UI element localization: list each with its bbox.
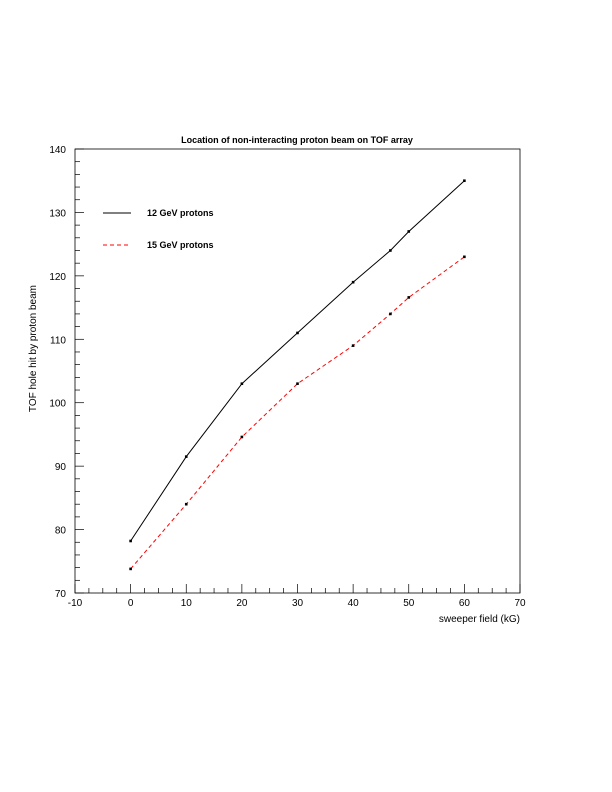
legend-label-1: 12 GeV protons (147, 208, 214, 218)
x-axis-label: sweeper field (kG) (439, 614, 520, 625)
data-point (351, 344, 355, 347)
data-point (129, 567, 132, 571)
plot-frame (74, 148, 521, 594)
series-line-1 (130, 180, 465, 542)
x-axis-ticks: -10 0 10 20 30 40 50 60 70 (68, 584, 526, 609)
chart-title: Location of non-interacting proton beam … (181, 135, 413, 145)
y-tick-label: 130 (49, 208, 66, 219)
data-point (463, 255, 466, 259)
x-tick-label: 40 (348, 598, 360, 609)
y-axis-label: TOF hole hit by proton beam (28, 285, 39, 412)
data-point (240, 435, 244, 439)
x-tick-label: 10 (181, 598, 193, 609)
x-tick-label: 70 (514, 598, 526, 609)
y-tick-label: 90 (55, 462, 67, 473)
data-point (463, 179, 466, 183)
series-layer (129, 179, 466, 571)
data-point (389, 249, 392, 252)
legend-label-2: 15 GeV protons (147, 240, 214, 250)
x-tick-label: 50 (403, 598, 415, 609)
data-point (184, 502, 188, 506)
series-line-2 (130, 256, 465, 570)
data-point (351, 280, 355, 284)
x-tick-label: 30 (292, 598, 304, 609)
data-point (184, 455, 188, 458)
data-point (407, 230, 411, 233)
data-point (389, 312, 392, 316)
data-point (240, 382, 244, 385)
data-point (296, 382, 299, 385)
legend: 12 GeV protons 15 GeV protons (103, 208, 214, 250)
y-tick-label: 120 (49, 272, 66, 283)
x-tick-label: 0 (128, 598, 134, 609)
y-axis-ticks: 70 80 90 100 110 120 130 140 (49, 145, 84, 600)
data-point (296, 331, 299, 335)
x-tick-label: 20 (236, 598, 248, 609)
y-tick-label: 100 (49, 399, 66, 410)
y-tick-label: 140 (49, 145, 66, 156)
x-tick-label: 60 (459, 598, 471, 609)
y-tick-label: 110 (50, 335, 66, 346)
data-point (129, 539, 132, 543)
x-tick-label: -10 (68, 598, 83, 609)
y-tick-label: 80 (55, 526, 67, 537)
y-tick-label: 70 (55, 589, 67, 600)
data-point (407, 296, 411, 299)
